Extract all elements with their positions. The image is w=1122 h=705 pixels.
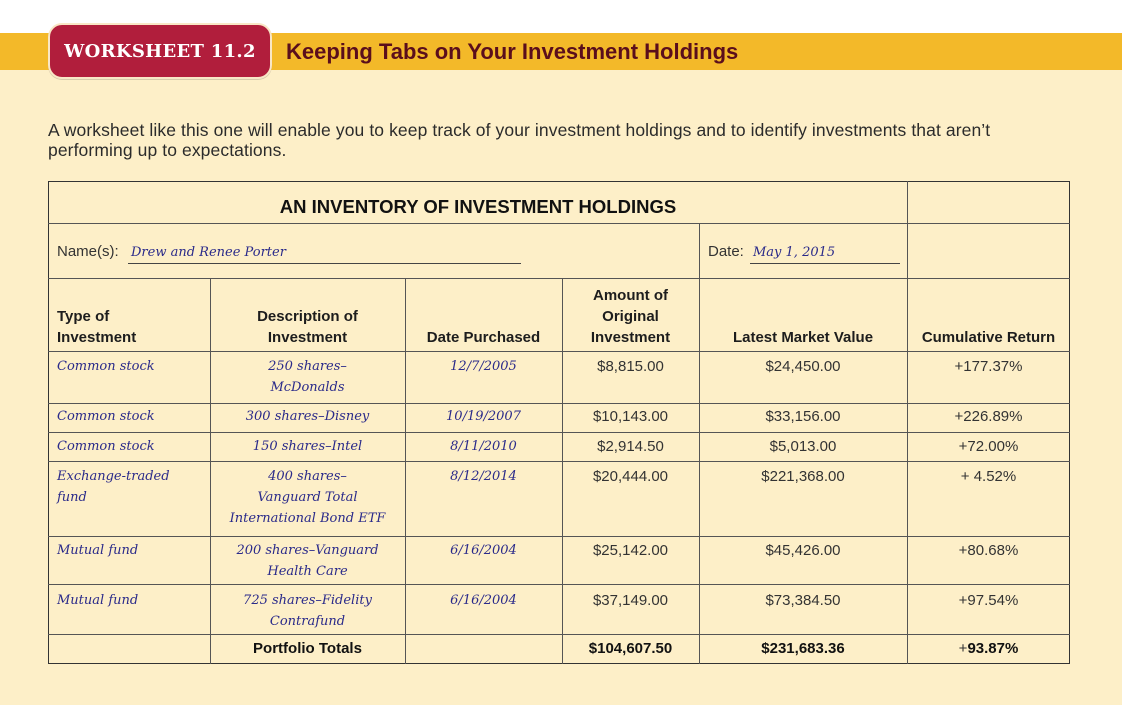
divider [48,432,1070,433]
worksheet-title: Keeping Tabs on Your Investment Holdings [286,39,739,64]
row-type: Common stock [57,409,155,424]
col-header-description: Description of Investment [257,308,358,346]
divider [48,223,1070,224]
worksheet-page [0,33,1122,705]
divider [699,278,700,664]
divider [48,634,1070,635]
row-description: 250 shares– McDonalds [268,359,347,395]
totals-return-value: 93.87% [967,640,1019,657]
names-value[interactable]: Drew and Renee Porter [131,245,286,260]
row-market-value: $45,426.00 [765,542,841,559]
date-underline [750,263,900,264]
divider [48,461,1070,462]
col-header-type: Type of Investment [57,308,137,346]
divider [48,584,1070,585]
divider [405,278,406,664]
row-description: 200 shares–Vanguard Health Care [236,543,379,579]
worksheet-label: WORKSHEET 11.2 [64,40,256,62]
divider [562,278,563,664]
row-return: +97.54% [958,592,1019,609]
row-description: 150 shares–Intel [252,439,363,454]
row-return: +177.37% [954,358,1023,375]
holdings-table [48,181,1070,664]
row-amount: $2,914.50 [597,438,664,455]
row-description: 725 shares–Fidelity Contrafund [243,593,372,629]
row-amount: $25,142.00 [592,542,669,559]
row-type: Mutual fund [57,543,139,558]
row-return: + 4.52% [960,468,1017,485]
row-date: 6/16/2004 [450,593,517,608]
col-header-market-value: Latest Market Value [732,329,874,346]
row-market-value: $33,156.00 [765,408,841,425]
row-description: 300 shares–Disney [245,409,370,424]
row-type: Common stock [57,439,155,454]
totals-return-sign: + [958,640,968,657]
divider [907,278,908,664]
form-title: AN INVENTORY OF INVESTMENT HOLDINGS [279,196,677,217]
row-type: Mutual fund [57,593,139,608]
totals-amount: $104,607.50 [588,640,673,657]
row-amount: $10,143.00 [592,408,669,425]
names-label: Name(s): [57,243,119,260]
date-value[interactable]: May 1, 2015 [753,245,836,260]
row-date: 10/19/2007 [446,409,521,424]
row-description: 400 shares– Vanguard Total International B… [229,469,386,526]
row-date: 12/7/2005 [450,359,517,374]
row-type: Exchange-traded fund [57,469,170,505]
row-amount: $20,444.00 [592,468,669,485]
row-return: +226.89% [954,408,1023,425]
divider [699,223,700,279]
totals-return: +93.87% [907,639,1070,659]
divider [210,278,211,664]
row-amount: $37,149.00 [592,592,669,609]
worksheet-badge: WORKSHEET 11.2 [48,23,272,79]
row-market-value: $73,384.50 [765,592,841,609]
divider [48,278,1070,279]
row-date: 6/16/2004 [450,543,517,558]
names-underline [128,263,521,264]
row-return: +80.68% [958,542,1019,559]
divider [48,351,1070,352]
intro-text: A worksheet like this one will enable yo… [48,120,991,160]
row-market-value: $221,368.00 [761,468,845,485]
row-amount: $8,815.00 [597,358,664,375]
divider [48,536,1070,537]
col-header-return: Cumulative Return [921,329,1056,346]
totals-market-value: $231,683.36 [761,640,845,657]
row-type: Common stock [57,359,155,374]
divider [907,181,908,279]
totals-label: Portfolio Totals [253,640,362,657]
date-label: Date: [708,243,744,260]
row-date: 8/12/2014 [450,469,517,484]
col-header-date: Date Purchased [426,329,541,346]
row-date: 8/11/2010 [450,439,517,454]
col-header-amount: Amount of Original Investment [590,287,671,346]
row-return: +72.00% [958,438,1019,455]
row-market-value: $5,013.00 [769,438,837,455]
divider [48,403,1070,404]
row-market-value: $24,450.00 [765,358,841,375]
